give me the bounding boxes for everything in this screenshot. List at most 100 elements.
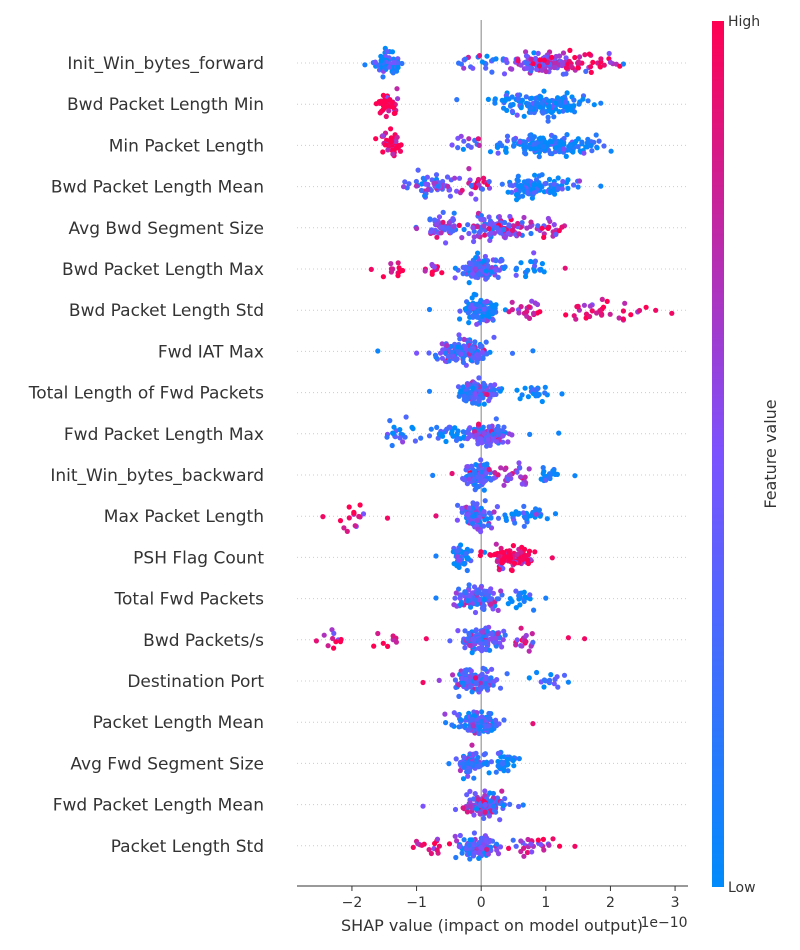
shap-point [389, 49, 396, 55]
shap-point [455, 145, 461, 151]
feature-label: Destination Port [127, 672, 264, 692]
shap-point [484, 685, 490, 691]
shap-point [549, 54, 555, 61]
shap-point [464, 464, 470, 470]
shap-point [598, 56, 604, 62]
shap-point [375, 348, 381, 354]
shap-point [321, 632, 327, 638]
shap-point [490, 682, 496, 688]
shap-point [447, 193, 453, 199]
shap-point [532, 549, 538, 555]
shap-point [573, 316, 579, 322]
shap-point [480, 665, 486, 671]
shap-point [500, 549, 506, 555]
shap-point [500, 433, 506, 439]
shap-point [477, 811, 483, 817]
shap-point [546, 98, 552, 104]
shap-point [572, 843, 578, 849]
shap-point [532, 263, 538, 269]
shap-point [431, 180, 437, 186]
shap-point [493, 56, 499, 62]
shap-point [313, 638, 319, 644]
feature-label: Bwd Packet Length Mean [51, 178, 264, 198]
shap-point [511, 560, 518, 567]
shap-point [514, 182, 520, 188]
shap-point [476, 271, 482, 277]
shap-point [400, 267, 406, 274]
shap-point [507, 552, 513, 558]
shap-point [504, 671, 510, 677]
shap-point [523, 49, 529, 55]
shap-point [499, 560, 505, 566]
shap-point [504, 133, 511, 139]
shap-point [492, 551, 499, 557]
shap-point [536, 154, 542, 160]
shap-point [588, 143, 594, 149]
shap-point [368, 266, 374, 272]
shap-point [481, 523, 487, 529]
shap-point [589, 308, 595, 314]
shap-point [420, 803, 426, 809]
shap-point [556, 430, 562, 436]
shap-point [517, 396, 523, 402]
shap-point [464, 546, 470, 553]
shap-point [464, 481, 470, 487]
shap-point [601, 62, 607, 68]
shap-point [491, 387, 498, 393]
shap-point [553, 100, 559, 106]
shap-point [512, 511, 518, 517]
shap-point [552, 511, 559, 517]
shap-point [512, 520, 518, 526]
shap-point [474, 321, 480, 327]
shap-point [427, 216, 433, 222]
shap-point [511, 142, 517, 148]
shap-point [541, 57, 547, 63]
shap-point [456, 60, 462, 66]
shap-point [546, 104, 552, 110]
feature-label: Min Packet Length [109, 136, 264, 156]
shap-point [484, 516, 490, 522]
shap-point [505, 476, 511, 482]
shap-point [454, 436, 460, 442]
shap-point [596, 138, 602, 144]
shap-point [518, 474, 524, 480]
shap-point [481, 401, 487, 407]
shap-point [564, 132, 570, 138]
shap-point [375, 630, 381, 637]
shap-point [571, 182, 577, 188]
shap-point [434, 836, 441, 842]
shap-point [488, 759, 494, 765]
shap-point [495, 763, 501, 769]
shap-point [445, 183, 451, 189]
shap-point [330, 635, 336, 642]
shap-point [497, 685, 504, 691]
shap-point [561, 672, 568, 678]
shap-point [501, 226, 507, 233]
shap-point [495, 750, 501, 757]
shap-point [544, 140, 550, 146]
shap-point [568, 104, 574, 110]
shap-point [565, 679, 572, 685]
shap-point [494, 558, 500, 565]
shap-point [484, 274, 490, 281]
shap-point [545, 114, 551, 120]
x-tick-label: −1 [406, 895, 427, 911]
shap-point [521, 113, 527, 119]
shap-point [495, 515, 502, 521]
feature-label: Bwd Packets/s [143, 631, 264, 651]
shap-point [543, 595, 549, 601]
shap-point [513, 605, 519, 611]
shap-point [333, 639, 339, 645]
shap-point [382, 65, 388, 71]
shap-point [357, 502, 363, 508]
shap-point [548, 672, 554, 678]
shap-point [475, 314, 481, 320]
shap-point [426, 388, 433, 394]
shap-point [503, 148, 509, 154]
shap-point [487, 790, 493, 796]
shap-point [485, 264, 491, 270]
shap-point [418, 187, 425, 194]
shap-point [380, 74, 386, 80]
shap-point [456, 724, 462, 730]
shap-point [583, 68, 589, 74]
